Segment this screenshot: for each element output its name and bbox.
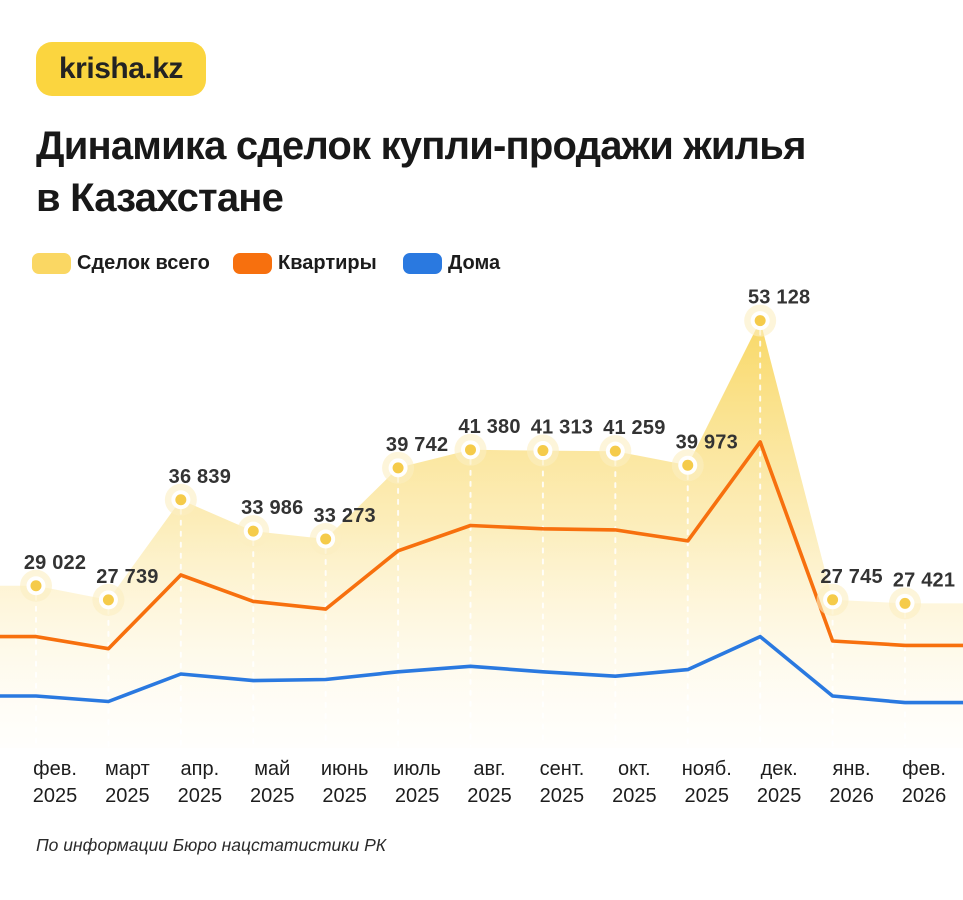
data-point — [320, 533, 332, 545]
x-axis-label-year: 2025 — [540, 785, 585, 807]
data-point — [754, 315, 766, 327]
legend-item-total: Сделок всего — [32, 252, 210, 275]
data-point — [102, 594, 114, 606]
x-axis-label-month: сент. — [540, 758, 585, 780]
x-axis-label-year: 2026 — [902, 785, 947, 807]
x-axis-label-year: 2025 — [757, 785, 802, 807]
legend-item-houses: Дома — [403, 252, 500, 275]
page-title: Динамика сделок купли-продажи жилья в Ка… — [36, 120, 806, 224]
data-point-label: 29 022 — [24, 552, 86, 574]
data-point-label: 36 839 — [169, 466, 231, 488]
data-point-label: 53 128 — [748, 287, 810, 309]
x-axis-label-month: май — [254, 758, 290, 780]
x-axis-label-year: 2025 — [467, 785, 512, 807]
x-axis-label-year: 2025 — [178, 785, 223, 807]
data-point — [465, 444, 476, 456]
x-axis-label-year: 2025 — [322, 785, 367, 807]
page-title-line2: в Казахстане — [36, 176, 284, 220]
data-point — [175, 494, 187, 506]
x-axis-label-year: 2025 — [612, 785, 657, 807]
apartments-line — [0, 440, 963, 651]
data-point — [392, 462, 404, 474]
legend-swatch-apartments — [233, 253, 272, 274]
data-point-label: 27 739 — [96, 566, 158, 588]
data-point-label: 41 380 — [458, 416, 520, 438]
x-axis-label-month: фев. — [902, 758, 946, 780]
data-point-label: 41 259 — [603, 417, 665, 439]
x-axis-label-year: 2025 — [685, 785, 730, 807]
total-area — [0, 320, 963, 748]
data-point — [827, 594, 839, 606]
brand-logo-text: krisha.kz — [59, 52, 183, 85]
data-point — [899, 597, 911, 609]
x-axis-label-month: дек. — [761, 758, 798, 780]
data-point-label: 33 986 — [241, 497, 303, 519]
data-point — [537, 445, 549, 457]
data-point-label: 39 742 — [386, 434, 448, 456]
x-axis-label-month: янв. — [833, 758, 871, 780]
page-title-line1: Динамика сделок купли-продажи жилья — [36, 124, 806, 168]
x-axis-label-month: июль — [393, 758, 441, 780]
data-point — [609, 445, 621, 457]
x-axis-label-month: нояб. — [682, 758, 732, 780]
x-axis-label-year: 2026 — [829, 785, 874, 807]
legend-item-apartments: Квартиры — [233, 252, 377, 275]
x-axis-label-month: фев. — [33, 758, 77, 780]
data-point — [247, 525, 259, 537]
data-point — [682, 459, 694, 471]
x-axis-label-month: окт. — [618, 758, 651, 780]
x-axis-label-year: 2025 — [105, 785, 150, 807]
x-axis-label-year: 2025 — [395, 785, 440, 807]
data-point-label: 27 421 — [893, 569, 955, 591]
legend-swatch-total — [32, 253, 71, 274]
x-axis-label-month: апр. — [181, 758, 220, 780]
data-point-label: 33 273 — [313, 505, 375, 527]
data-point — [30, 580, 42, 592]
source-note: По информации Бюро нацстатистики РК — [36, 835, 387, 855]
x-axis-label-month: июнь — [321, 758, 369, 780]
x-axis-label-year: 2025 — [33, 785, 78, 807]
data-point-label: 27 745 — [820, 566, 882, 588]
legend-label-houses: Дома — [448, 252, 501, 274]
legend-swatch-houses — [403, 253, 442, 274]
data-point-label: 39 973 — [676, 431, 738, 453]
x-axis-label-month: авг. — [473, 758, 505, 780]
brand-logo: krisha.kz — [36, 42, 206, 96]
houses-line — [0, 634, 963, 705]
legend-label-apartments: Квартиры — [278, 252, 377, 274]
data-point-label: 41 313 — [531, 417, 593, 439]
legend-label-total: Сделок всего — [77, 252, 210, 274]
x-axis-label-year: 2025 — [250, 785, 295, 807]
x-axis-label-month: март — [105, 758, 150, 780]
